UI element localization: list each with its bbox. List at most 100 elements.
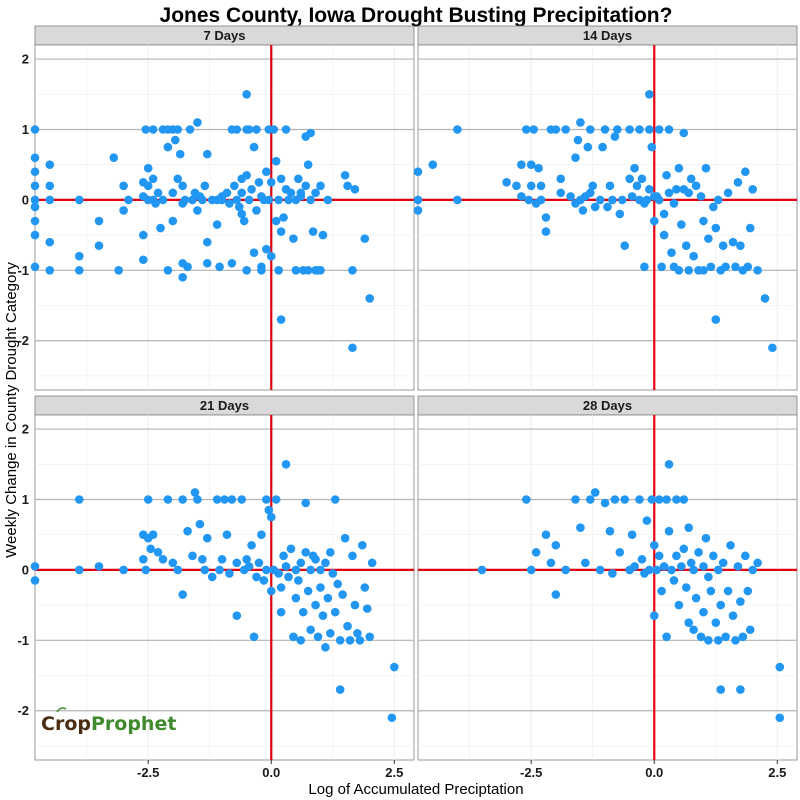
data-point <box>279 213 288 222</box>
data-point <box>659 562 669 571</box>
data-point <box>605 181 615 191</box>
data-point <box>45 181 55 191</box>
data-point <box>701 163 711 173</box>
cropprophet-logo: CropProphet <box>41 707 176 735</box>
data-point <box>326 547 335 557</box>
data-point <box>350 185 360 194</box>
data-point <box>551 590 561 599</box>
data-point <box>316 266 325 275</box>
data-point <box>745 625 755 635</box>
data-point <box>266 177 276 187</box>
data-point <box>561 565 570 575</box>
data-point <box>551 125 561 134</box>
data-point <box>585 495 595 504</box>
data-point <box>232 125 242 134</box>
data-point <box>706 586 716 596</box>
data-point <box>296 188 306 198</box>
data-point <box>664 188 674 198</box>
data-point <box>711 618 721 628</box>
data-point <box>348 551 357 561</box>
data-point <box>188 551 197 561</box>
data-point <box>709 551 718 561</box>
panel-3: 21 Days -2 -1 0 1 2 -2.5 0.0 2.5 <box>17 395 415 780</box>
data-point <box>699 607 708 617</box>
data-point <box>726 540 735 550</box>
data-point <box>316 583 325 592</box>
data-point <box>281 562 291 571</box>
data-point <box>728 611 738 620</box>
data-point <box>531 547 541 557</box>
data-point <box>193 495 202 504</box>
data-point <box>686 558 696 568</box>
logo-leaf-icon <box>56 707 67 713</box>
x-axis-title: Log of Accumulated Preciptation <box>308 781 523 798</box>
data-point <box>694 547 703 557</box>
data-point <box>294 174 303 184</box>
data-point <box>672 495 681 504</box>
data-point <box>286 544 296 554</box>
data-point <box>252 572 261 582</box>
data-point <box>603 202 612 212</box>
data-point <box>674 163 684 173</box>
data-point <box>168 558 178 568</box>
data-point <box>645 565 654 575</box>
data-point <box>581 558 590 568</box>
data-point <box>230 181 239 191</box>
data-point <box>625 125 634 134</box>
data-point <box>738 632 748 642</box>
data-point <box>701 533 711 543</box>
data-point <box>188 195 197 205</box>
data-point <box>74 251 84 261</box>
panel-label: 7 Days <box>204 28 246 43</box>
data-point <box>257 266 266 275</box>
data-point <box>645 125 654 134</box>
data-point <box>625 174 634 184</box>
data-point <box>148 530 158 539</box>
data-point <box>74 266 84 275</box>
data-point <box>178 181 187 191</box>
data-point <box>721 262 730 272</box>
data-point <box>291 593 301 603</box>
data-point <box>453 125 462 134</box>
data-point <box>413 167 423 177</box>
data-point <box>198 555 207 564</box>
data-point <box>704 234 713 243</box>
data-point <box>561 125 570 134</box>
panel-2: 14 Days <box>413 25 798 391</box>
data-point <box>689 565 698 575</box>
data-point <box>524 195 534 205</box>
data-point <box>158 555 168 564</box>
data-point <box>94 562 104 571</box>
data-point <box>232 558 242 568</box>
data-point <box>731 636 740 645</box>
data-point <box>360 234 370 243</box>
y-tick-label: -2 <box>17 703 29 718</box>
data-point <box>659 209 669 219</box>
data-point <box>716 600 726 610</box>
panel-plot-area <box>34 44 415 391</box>
data-point <box>736 597 745 606</box>
data-point <box>600 498 610 508</box>
data-point <box>141 125 151 134</box>
data-point <box>696 632 706 642</box>
data-point <box>222 188 232 198</box>
data-point <box>362 604 372 613</box>
data-point <box>350 600 360 610</box>
data-point <box>711 223 721 233</box>
data-point <box>163 495 173 504</box>
data-point <box>718 241 728 250</box>
data-point <box>672 551 681 561</box>
data-point <box>237 188 247 198</box>
data-point <box>158 195 168 205</box>
panel-4: 28 Days -2.5 0.0 2.5 <box>417 395 798 780</box>
panel-plot-area <box>417 44 798 391</box>
data-point <box>124 195 133 205</box>
data-point <box>195 519 205 529</box>
data-point <box>576 118 585 127</box>
data-point <box>517 160 526 169</box>
data-point <box>684 188 694 198</box>
data-point <box>536 195 546 205</box>
data-point <box>502 177 511 187</box>
data-point <box>262 244 271 254</box>
data-point <box>662 632 671 642</box>
